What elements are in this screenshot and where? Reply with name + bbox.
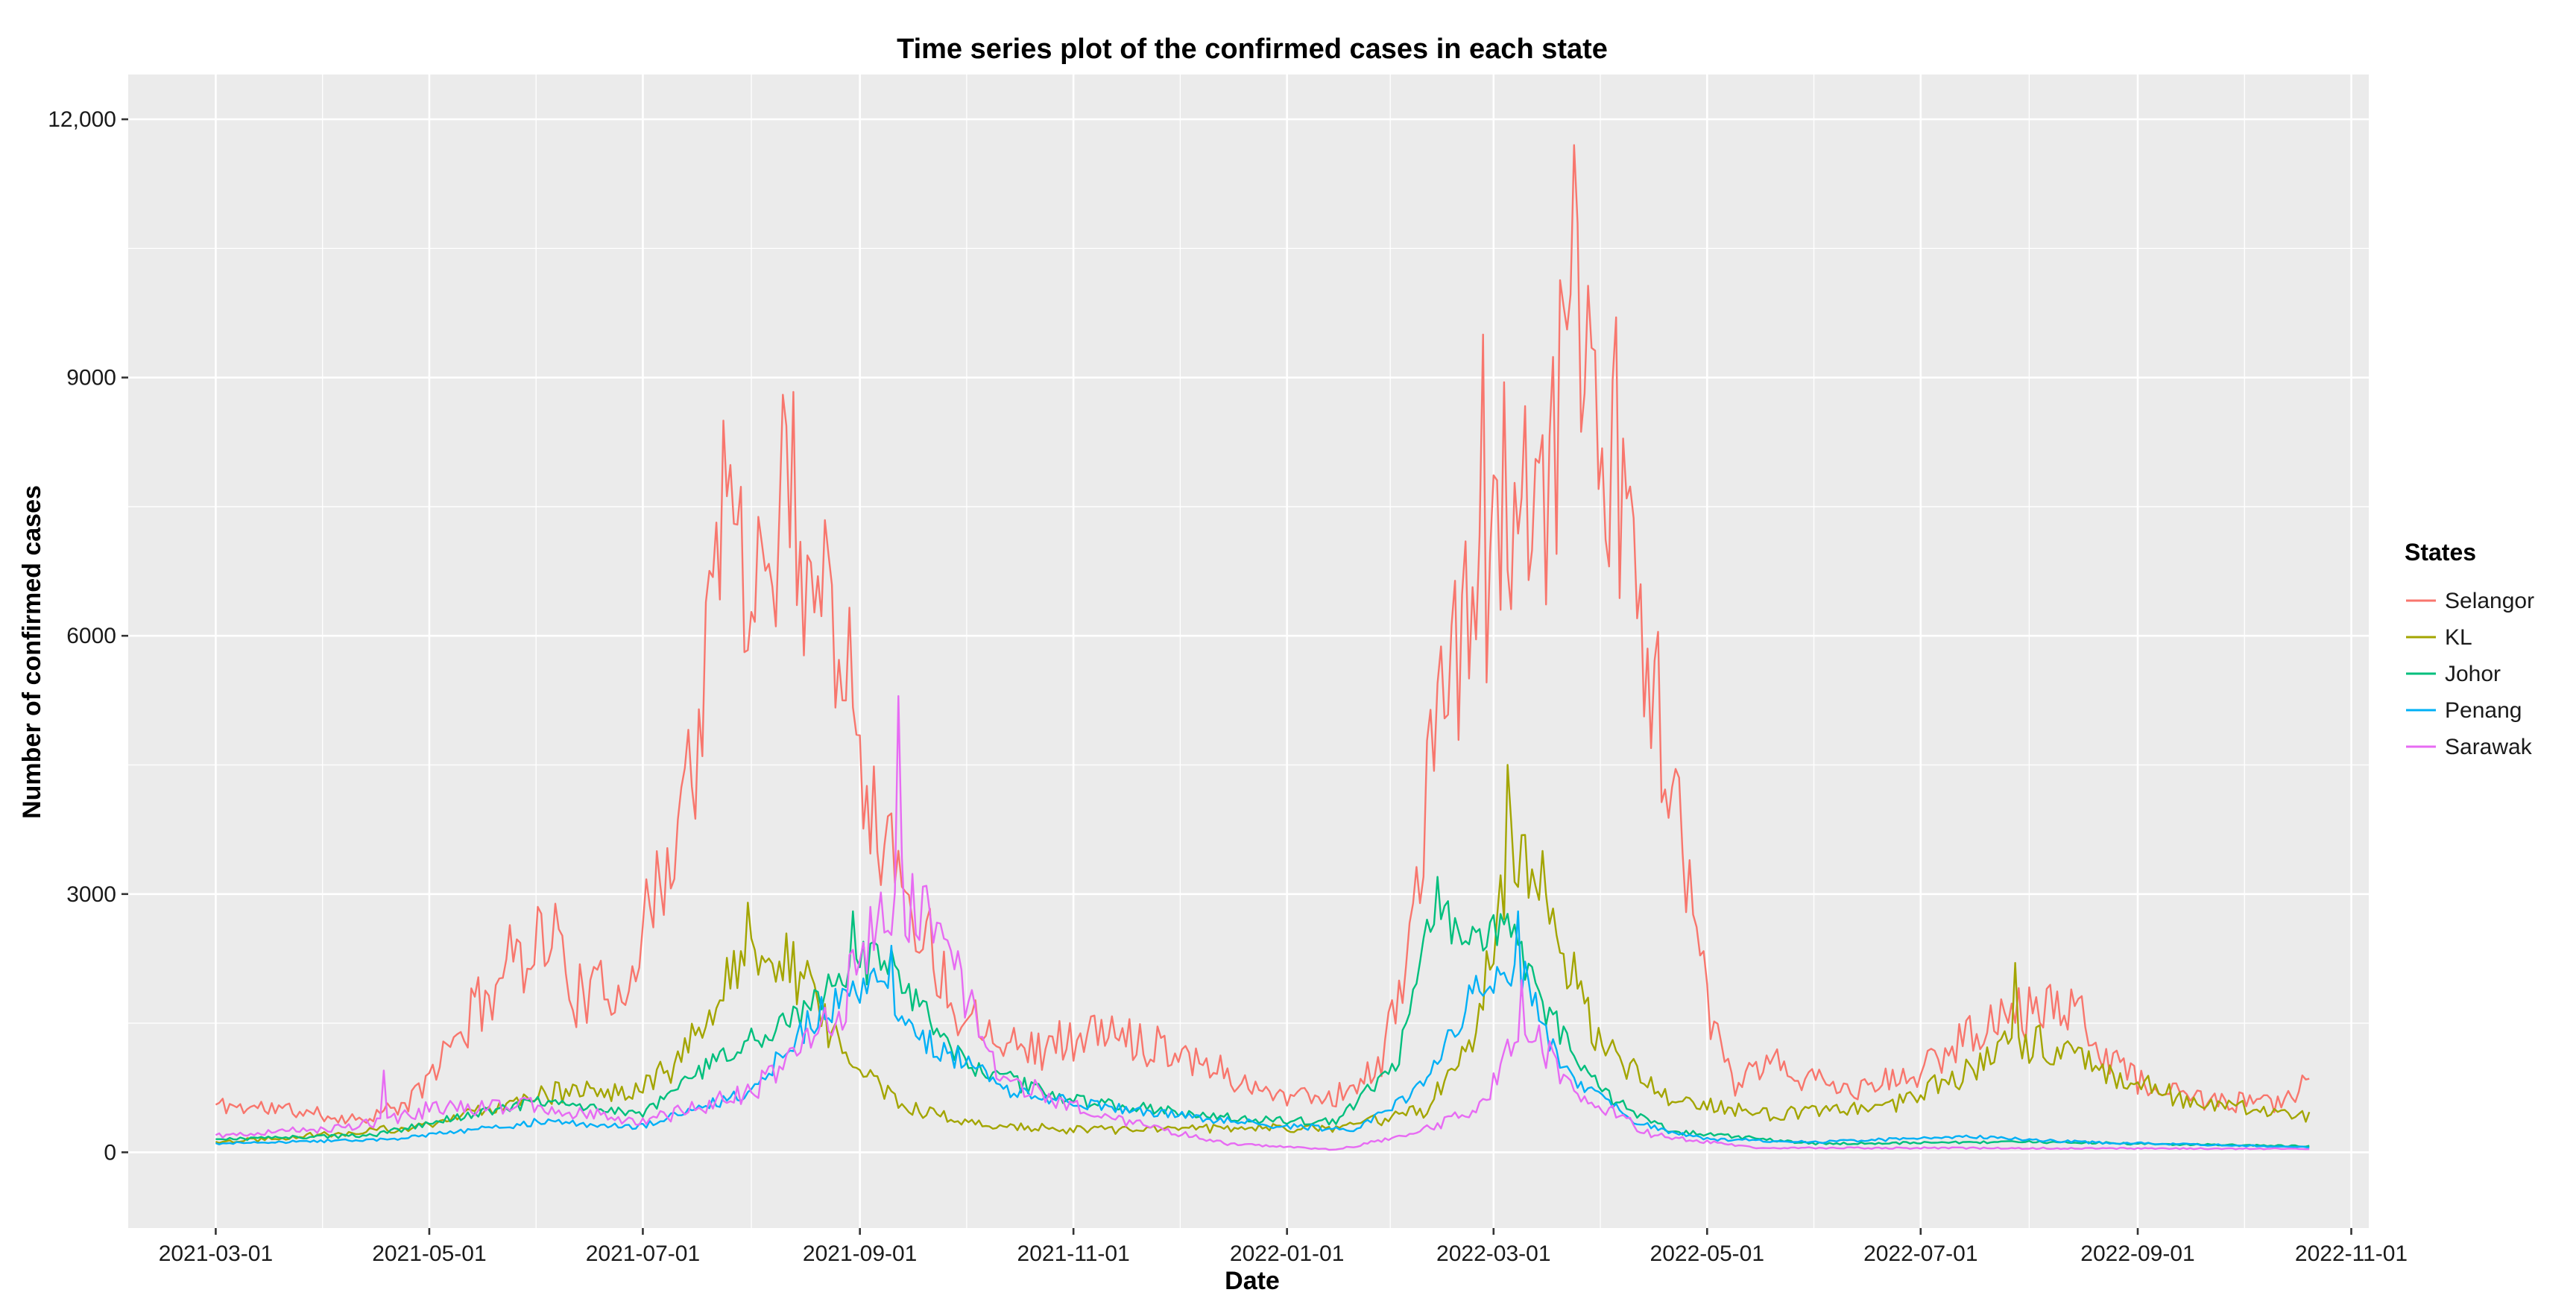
- y-tick-label: 3000: [66, 882, 116, 907]
- legend-title: States: [2405, 539, 2476, 566]
- chart-title: Time series plot of the confirmed cases …: [897, 34, 1608, 65]
- plot-panel: [128, 75, 2369, 1228]
- x-tick-label: 2022-05-01: [1650, 1241, 1764, 1266]
- y-tick-label: 9000: [66, 366, 116, 390]
- axes: 0 3000 6000 9000 12,000 2021-03-01 2021-05-01 2…: [48, 107, 2408, 1266]
- x-tick-label: 2021-03-01: [159, 1241, 273, 1266]
- y-tick-label: 12,000: [48, 107, 116, 132]
- legend-label-kl: KL: [2445, 625, 2472, 650]
- x-tick-label: 2022-09-01: [2080, 1241, 2194, 1266]
- series-line-penang: [215, 910, 2310, 1149]
- legend: States Selangor KL Johor Penang Sarawak: [2405, 539, 2534, 759]
- x-tick-label: 2022-11-01: [2295, 1241, 2408, 1266]
- x-tick-label: 2022-01-01: [1230, 1241, 1344, 1266]
- legend-label-sarawak: Sarawak: [2445, 735, 2533, 759]
- legend-label-selangor: Selangor: [2445, 589, 2534, 613]
- x-tick-label: 2021-05-01: [372, 1241, 486, 1266]
- x-tick-label: 2021-07-01: [586, 1241, 700, 1266]
- x-tick-label: 2021-11-01: [1017, 1241, 1130, 1266]
- series-line-kl: [215, 764, 2311, 1144]
- x-tick-label: 2021-09-01: [803, 1241, 917, 1266]
- y-axis-title: Number of confirmed cases: [18, 485, 46, 819]
- series-lines: [215, 144, 2311, 1151]
- series-line-sarawak: [215, 695, 2310, 1151]
- x-tick-label: 2022-07-01: [1863, 1241, 1977, 1266]
- series-line-selangor: [215, 144, 2310, 1124]
- series-line-johor: [215, 876, 2310, 1148]
- y-tick-label: 6000: [66, 624, 116, 648]
- y-tick-label: 0: [104, 1140, 116, 1165]
- x-axis-title: Date: [1225, 1267, 1280, 1295]
- x-tick-label: 2022-03-01: [1436, 1241, 1550, 1266]
- legend-label-penang: Penang: [2445, 698, 2522, 723]
- legend-label-johor: Johor: [2445, 662, 2501, 686]
